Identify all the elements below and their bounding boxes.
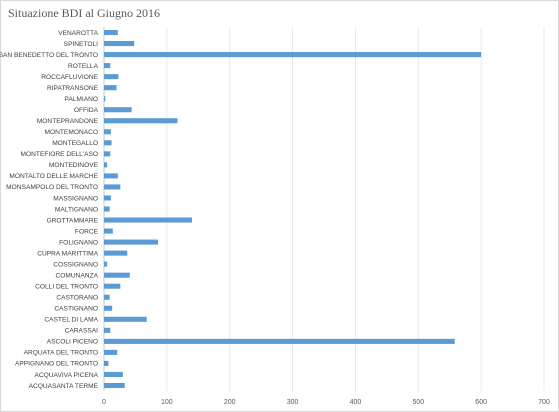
bar xyxy=(104,316,147,322)
category-label: MONTEMONACO xyxy=(45,129,98,136)
category-label: PALMIANO xyxy=(64,96,98,103)
bar xyxy=(104,107,132,113)
category-label: ACQUASANTA TERME xyxy=(29,383,99,390)
bar xyxy=(104,173,118,179)
x-tick-label: 200 xyxy=(224,399,236,406)
gridlines xyxy=(103,27,545,391)
category-label: ROTELLA xyxy=(68,63,99,70)
bar xyxy=(104,63,111,69)
bar xyxy=(104,239,159,245)
x-tick-label: 700 xyxy=(538,399,550,406)
category-label: FORCE xyxy=(75,228,99,235)
bar xyxy=(104,85,117,91)
category-label: ROCCAFLUVIONE xyxy=(41,74,98,81)
category-label: MONTALTO DELLE MARCHE xyxy=(9,173,98,180)
bar xyxy=(104,305,113,311)
bar xyxy=(104,184,121,190)
bar xyxy=(104,118,178,124)
bar xyxy=(104,129,111,135)
category-label: ACQUAVIVA PICENA xyxy=(34,372,98,379)
bar xyxy=(104,217,192,223)
bar xyxy=(104,228,113,234)
x-tick-label: 0 xyxy=(102,399,106,406)
category-label: MONTEGALLO xyxy=(52,140,98,147)
bar xyxy=(104,151,111,157)
category-label: CUPRA MARITTIMA xyxy=(37,250,98,257)
category-label: CARASSAI xyxy=(65,328,99,335)
category-label: SPINETOLI xyxy=(64,41,98,48)
bar xyxy=(104,261,108,267)
bar xyxy=(104,371,123,377)
category-label: COLLI DEL TRONTO xyxy=(35,284,98,291)
category-label: COMUNANZA xyxy=(56,272,99,279)
category-label: APPIGNANO DEL TRONTO xyxy=(15,361,98,368)
x-tick-label: 600 xyxy=(475,399,487,406)
category-label: MONTEPRANDONE xyxy=(37,118,99,125)
bar xyxy=(104,360,109,366)
chart-title: Situazione BDI al Giugno 2016 xyxy=(8,6,160,20)
bar xyxy=(104,41,135,47)
bar xyxy=(104,74,119,80)
bar xyxy=(104,349,118,355)
category-label: OFFIDA xyxy=(74,107,99,114)
bar xyxy=(104,52,482,58)
category-label: CASTORANO xyxy=(56,295,98,302)
bar xyxy=(104,29,118,36)
category-label: ARQUATA DEL TRONTO xyxy=(24,350,98,357)
bars xyxy=(104,29,482,389)
category-label: ASCOLI PICENO xyxy=(47,339,98,346)
x-tick-label: 400 xyxy=(350,399,362,406)
bar xyxy=(104,327,111,333)
x-tick-label: 500 xyxy=(412,399,424,406)
bar xyxy=(104,283,121,289)
bar xyxy=(104,195,111,201)
category-label: FOLIGNANO xyxy=(59,239,98,246)
bar xyxy=(104,250,128,256)
bar xyxy=(104,162,108,168)
category-label: SAN BENEDETTO DEL TRONTO xyxy=(0,52,98,59)
category-label: VENAROTTA xyxy=(58,30,98,37)
x-tick-labels: 0 100 200 300 400 500 600 700 xyxy=(102,399,550,406)
bar xyxy=(104,272,130,278)
category-label: MASSIGNANO xyxy=(53,195,98,202)
bar xyxy=(104,294,110,300)
bar xyxy=(104,382,125,389)
category-label: RIPATRANSONE xyxy=(47,85,99,92)
category-label: CASTEL DI LAMA xyxy=(44,317,98,324)
bar xyxy=(104,206,110,212)
category-label: MONTEDINOVE xyxy=(49,162,99,169)
category-label: COSSIGNANO xyxy=(53,261,98,268)
category-label: MALTIGNANO xyxy=(55,206,98,213)
category-label: MONTEFIORE DELL'ASO xyxy=(21,151,98,158)
category-labels: VENAROTTA SPINETOLI SAN BENEDETTO DEL TRON… xyxy=(0,30,99,390)
category-label: MONSAMPOLO DEL TRONTO xyxy=(6,184,98,191)
bar xyxy=(104,338,455,344)
bar xyxy=(104,96,106,102)
bar xyxy=(104,140,112,146)
category-label: CASTIGNANO xyxy=(54,306,98,313)
category-label: GROTTAMMARE xyxy=(46,217,98,224)
x-tick-label: 100 xyxy=(161,399,173,406)
x-tick-label: 300 xyxy=(287,399,299,406)
